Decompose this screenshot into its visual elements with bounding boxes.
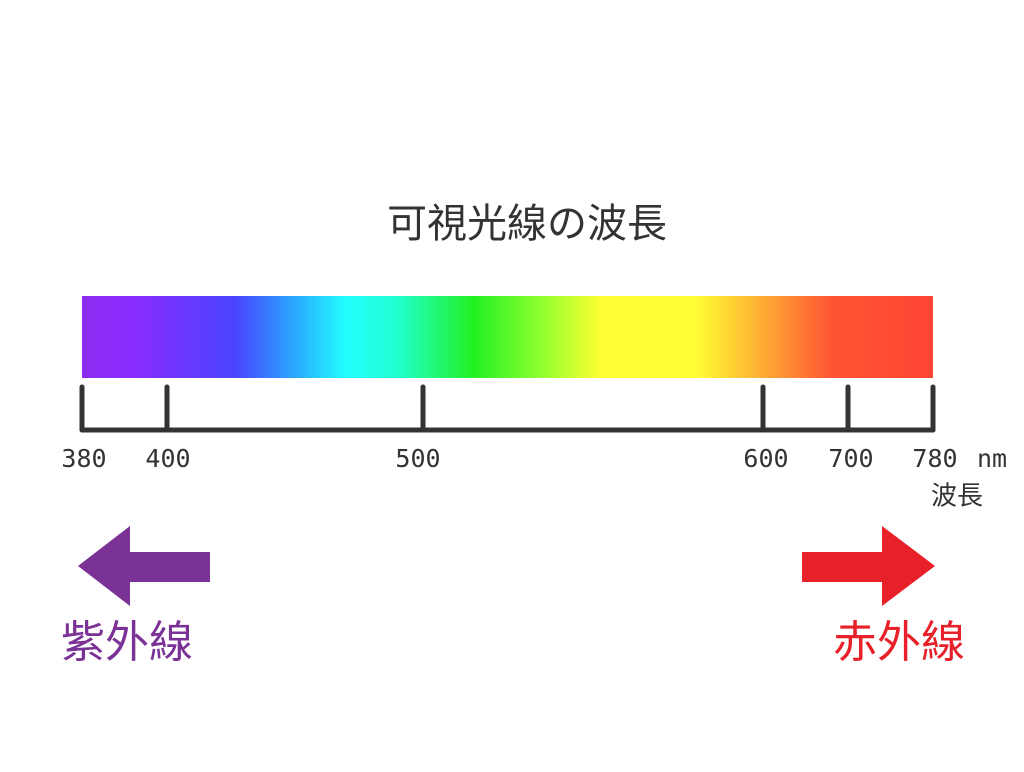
title: 可視光線の波長 bbox=[387, 201, 667, 247]
scale-axis bbox=[79, 384, 936, 433]
unit-label: nm bbox=[977, 444, 1007, 473]
tick-label: 700 bbox=[828, 444, 873, 473]
left-arrow bbox=[78, 526, 210, 606]
tick-label: 400 bbox=[145, 444, 190, 473]
ultraviolet-label: 紫外線 bbox=[61, 617, 193, 668]
axis-label: 波長 bbox=[931, 482, 983, 512]
tick-label: 600 bbox=[743, 444, 788, 473]
tick-label: 500 bbox=[395, 444, 440, 473]
tick-label: 380 bbox=[61, 444, 106, 473]
infrared-label: 赤外線 bbox=[833, 617, 965, 668]
spectrum-bar bbox=[82, 296, 933, 378]
right-arrow bbox=[802, 526, 935, 606]
tick-label: 780 bbox=[912, 444, 957, 473]
